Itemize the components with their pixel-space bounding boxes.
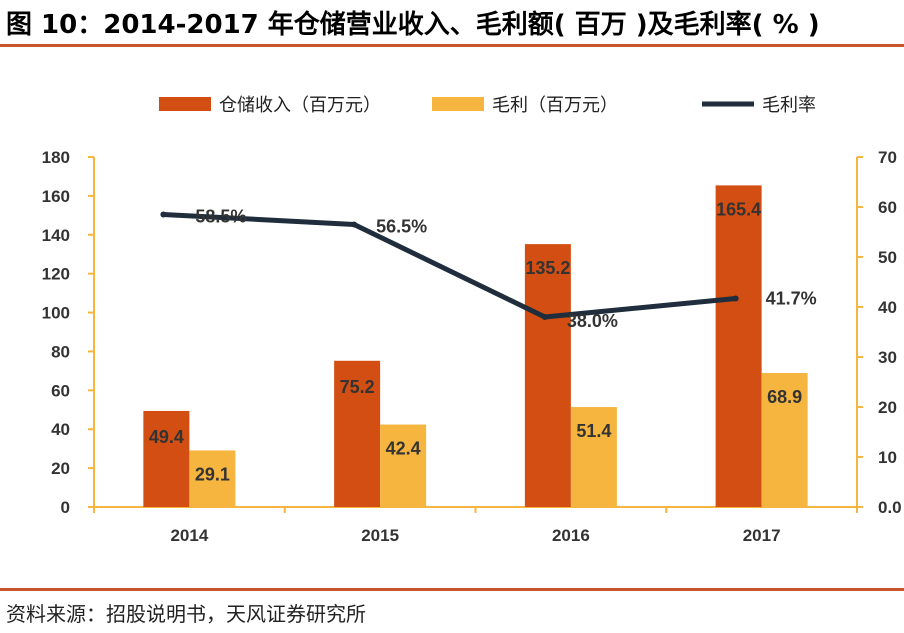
right-axis-tick-label: 20 [878, 398, 897, 417]
x-axis-tick-label: 2015 [361, 526, 399, 545]
gross-margin-line [163, 212, 736, 320]
legend-revenue-swatch [159, 97, 211, 111]
gross-profit-data-label: 68.9 [767, 387, 802, 407]
left-axis-tick-label: 120 [42, 265, 70, 284]
right-axis-tick-label: 60 [878, 198, 897, 217]
gross-profit-bar [761, 373, 808, 507]
legend-gross-margin-label: 毛利率 [762, 95, 816, 116]
gross-profit-bar [189, 450, 236, 507]
revenue-bar [715, 185, 762, 507]
legend-revenue-label: 仓储收入（百万元） [219, 95, 381, 116]
revenue-bar [524, 244, 571, 507]
gross-margin-point [351, 221, 358, 228]
left-axis-tick-label: 180 [42, 148, 70, 167]
gross-profit-data-label: 51.4 [576, 421, 611, 441]
gross-margin-point [541, 314, 548, 320]
right-axis-tick-label: 30 [878, 348, 897, 367]
x-axis-tick-label: 2016 [552, 526, 590, 545]
gross-margin-data-label: 58.5% [195, 207, 246, 227]
gross-profit-data-label: 29.1 [195, 464, 230, 484]
right-axis-tick-label: 40 [878, 298, 897, 317]
legend-gross-profit-swatch [432, 97, 484, 111]
x-axis-tick-label: 2014 [170, 526, 208, 545]
gross-margin-data-label: 56.5% [376, 217, 427, 237]
gross-margin-data-label: 38.0% [567, 311, 618, 331]
gross-profit-bar [570, 407, 617, 507]
chart-title: 图 10：2014-2017 年仓储营业收入、毛利额( 百万 )及毛利率( % … [6, 10, 820, 40]
revenue-bar [334, 360, 381, 507]
left-axis-tick-label: 140 [42, 226, 70, 245]
revenue-data-label: 165.4 [716, 199, 761, 219]
gross-profit-bar [380, 424, 427, 507]
gross-margin-data-label: 41.7% [766, 289, 817, 309]
gross-profit-data-label: 42.4 [386, 439, 421, 459]
left-axis-tick-label: 0 [61, 498, 70, 517]
left-axis-tick-label: 60 [51, 381, 70, 400]
legend-gross-profit-label: 毛利（百万元） [492, 95, 618, 116]
source-note: 资料来源：招股说明书，天风证券研究所 [6, 602, 366, 626]
revenue-data-label: 135.2 [525, 258, 570, 278]
left-axis-tick-label: 20 [51, 459, 70, 478]
gross-margin-point [732, 295, 739, 302]
right-axis-tick-label: 70 [878, 148, 897, 167]
x-axis-tick-label: 2017 [743, 526, 781, 545]
revenue-data-label: 49.4 [149, 427, 184, 447]
revenue-data-label: 75.2 [340, 377, 375, 397]
footer-divider [0, 588, 904, 591]
left-axis-tick-label: 100 [42, 304, 70, 323]
left-axis-tick-label: 160 [42, 187, 70, 206]
revenue-bar [143, 410, 190, 507]
left-axis-tick-label: 80 [51, 342, 70, 361]
left-axis-tick-label: 40 [51, 420, 70, 439]
right-axis-tick-label: 0.0 [878, 498, 902, 517]
combo-chart: 0 20 40 60 80 100 120 140 160 180 0.0 10 20 30 40 50 60 7… [42, 95, 902, 545]
right-axis-tick-label: 10 [878, 448, 897, 467]
right-axis-tick-label: 50 [878, 248, 897, 267]
gross-margin-point [160, 211, 167, 218]
title-divider [0, 44, 904, 47]
